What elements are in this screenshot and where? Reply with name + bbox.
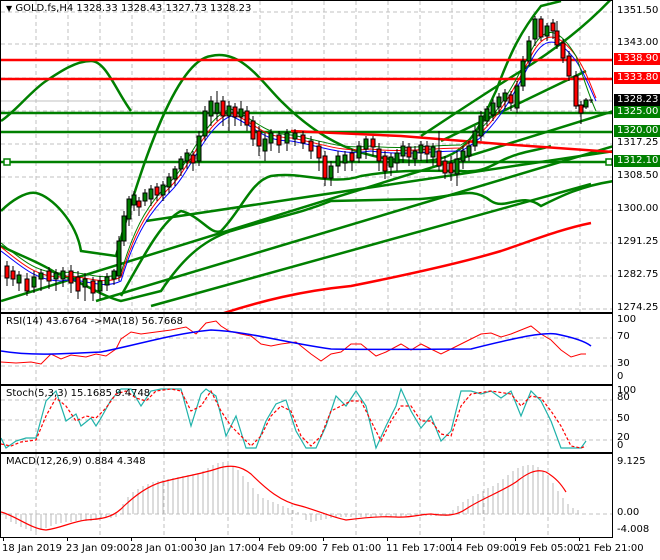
rsi-axis-label: 30 [617,358,630,369]
stochastic-panel[interactable]: Stoch(5,3,3) 15.1685 9.4748 [0,385,613,453]
time-label: 14 Feb 09:00 [450,543,516,554]
time-label: 30 Jan 17:00 [194,543,258,554]
level-tag-support: 1312.10 [614,155,660,167]
price-label: 1308.50 [617,170,659,181]
short-mas [1,32,597,285]
time-label: 23 Jan 09:00 [66,543,130,554]
level-tag-support: 1325.00 [614,106,660,118]
stoch-canvas [1,386,612,452]
time-label: 19 Feb 05:00 [514,543,580,554]
level-tag-support: 1320.00 [614,125,660,137]
stoch-axis-label: 50 [617,413,630,424]
time-label: 11 Feb 17:00 [386,543,452,554]
rsi-title: RSI(14) 43.6764 ->MA(18) 56.7668 [6,316,183,327]
rsi-canvas [1,314,612,384]
level-tag-resistance: 1333.80 [614,72,660,84]
time-label: 4 Feb 09:00 [258,543,318,554]
stoch-title: Stoch(5,3,3) 15.1685 9.4748 [6,388,151,399]
macd-axis-label: 9.125 [617,456,646,467]
time-label: 28 Jan 01:00 [130,543,194,554]
macd-panel[interactable]: MACD(12,26,9) 0.884 4.348 [0,453,613,538]
level-tag-resistance: 1338.90 [614,53,660,65]
time-label: 21 Feb 21:00 [578,543,644,554]
price-label: 1300.00 [617,203,659,214]
chart-title: ▼ GOLD.fs,H4 1328.33 1328.43 1327.73 132… [6,3,251,14]
candle-group [4,16,593,301]
stoch-axis-label: 100 [617,385,637,396]
price-label: 1351.50 [617,5,659,16]
rsi-axis-label: 0 [617,371,624,382]
rsi-axis-label: 70 [617,331,630,342]
rsi-panel[interactable]: RSI(14) 43.6764 ->MA(18) 56.7668 [0,313,613,385]
main-price-chart[interactable]: ▼ GOLD.fs,H4 1328.33 1328.43 1327.73 132… [0,0,613,313]
price-label: 1291.25 [617,236,659,247]
macd-axis-label: -4.008 [617,524,650,535]
macd-title: MACD(12,26,9) 0.884 4.348 [6,456,146,467]
price-label: 1317.25 [617,137,659,148]
red-descending-trendline [290,129,612,154]
collapse-triangle-icon[interactable]: ▼ [6,4,13,13]
candlesticks [4,16,593,301]
stoch-axis-label: 0 [617,440,624,451]
macd-canvas [1,454,612,537]
symbol-timeframe: GOLD.fs,H4 [15,3,74,14]
price-chart-canvas [1,1,612,312]
time-label: 18 Jan 2019 [2,543,62,554]
stoch-axis-label: 80 [617,392,630,403]
rsi-axis-label: 100 [617,314,637,325]
time-label: 7 Feb 01:00 [322,543,382,554]
grid-lines [1,1,612,312]
ohlc-values: 1328.33 1328.43 1327.73 1328.23 [76,3,252,14]
price-label: 1282.75 [617,269,659,280]
macd-histogram [5,462,579,532]
envelope-bands [1,1,612,303]
macd-signal-line [1,465,567,531]
long-ma-line [223,221,592,312]
price-label: 1274.25 [617,302,659,313]
price-label: 1343.00 [617,37,659,48]
stoch-axis-label: 20 [617,432,630,443]
macd-axis-label: 0.00 [617,507,640,518]
current-price-tag: 1328.23 [614,94,660,106]
